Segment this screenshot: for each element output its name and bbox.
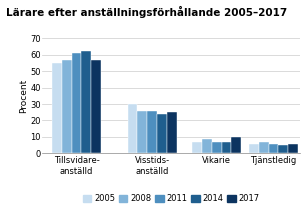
Bar xyxy=(192,142,202,153)
Bar xyxy=(278,145,288,153)
Bar xyxy=(91,60,101,153)
Bar xyxy=(62,60,72,153)
Bar xyxy=(157,114,167,153)
Bar xyxy=(288,144,298,153)
Bar xyxy=(268,144,278,153)
Bar xyxy=(82,52,91,153)
Text: Lärare efter anställningsförhållande 2005–2017: Lärare efter anställningsförhållande 200… xyxy=(6,6,287,19)
Y-axis label: Procent: Procent xyxy=(18,79,28,113)
Bar xyxy=(202,139,212,153)
Bar xyxy=(167,112,177,153)
Bar xyxy=(147,111,157,153)
Bar xyxy=(52,63,62,153)
Bar xyxy=(259,142,268,153)
Legend: 2005, 2008, 2011, 2014, 2017: 2005, 2008, 2011, 2014, 2017 xyxy=(83,194,259,203)
Bar xyxy=(72,53,82,153)
Bar xyxy=(221,142,231,153)
Bar xyxy=(249,144,259,153)
Bar xyxy=(128,104,138,153)
Bar xyxy=(212,142,221,153)
Bar xyxy=(138,111,147,153)
Bar xyxy=(231,137,241,153)
